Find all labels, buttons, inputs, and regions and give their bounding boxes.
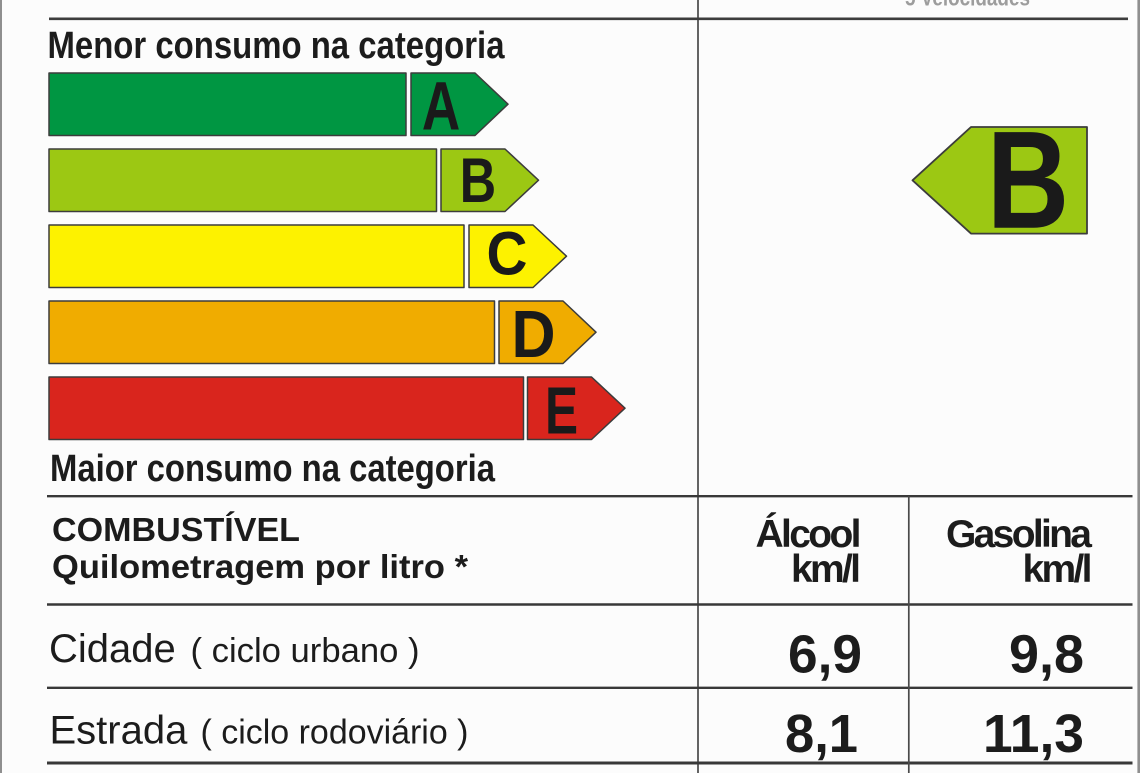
- svg-text:Gasolina: Gasolina: [946, 513, 1092, 556]
- svg-text:km/l: km/l: [791, 548, 861, 591]
- svg-text:( ciclo rodoviário ): ( ciclo rodoviário ): [201, 714, 469, 752]
- svg-text:B: B: [460, 146, 496, 217]
- svg-text:A: A: [422, 68, 460, 145]
- svg-text:8,1: 8,1: [785, 704, 858, 764]
- svg-text:( ciclo urbano ): ( ciclo urbano ): [191, 632, 420, 670]
- svg-text:5 Velocidades: 5 Velocidades: [905, 0, 1030, 11]
- svg-text:E: E: [545, 374, 578, 448]
- svg-text:COMBUSTÍVEL: COMBUSTÍVEL: [52, 511, 300, 548]
- svg-text:11,3: 11,3: [983, 704, 1084, 764]
- svg-text:9,8: 9,8: [1009, 625, 1084, 685]
- svg-text:km/l: km/l: [1023, 548, 1093, 591]
- svg-text:B: B: [987, 102, 1069, 257]
- svg-text:C: C: [487, 221, 528, 288]
- svg-text:D: D: [511, 297, 555, 372]
- svg-text:Quilometragem por litro *: Quilometragem por litro *: [52, 548, 468, 585]
- svg-text:Álcool: Álcool: [756, 512, 862, 556]
- svg-text:6,9: 6,9: [788, 625, 862, 685]
- svg-text:Maior consumo na categoria: Maior consumo na categoria: [50, 448, 496, 490]
- svg-text:Cidade: Cidade: [49, 627, 176, 671]
- svg-text:Menor consumo na categoria: Menor consumo na categoria: [48, 25, 506, 67]
- svg-text:Estrada: Estrada: [50, 709, 189, 753]
